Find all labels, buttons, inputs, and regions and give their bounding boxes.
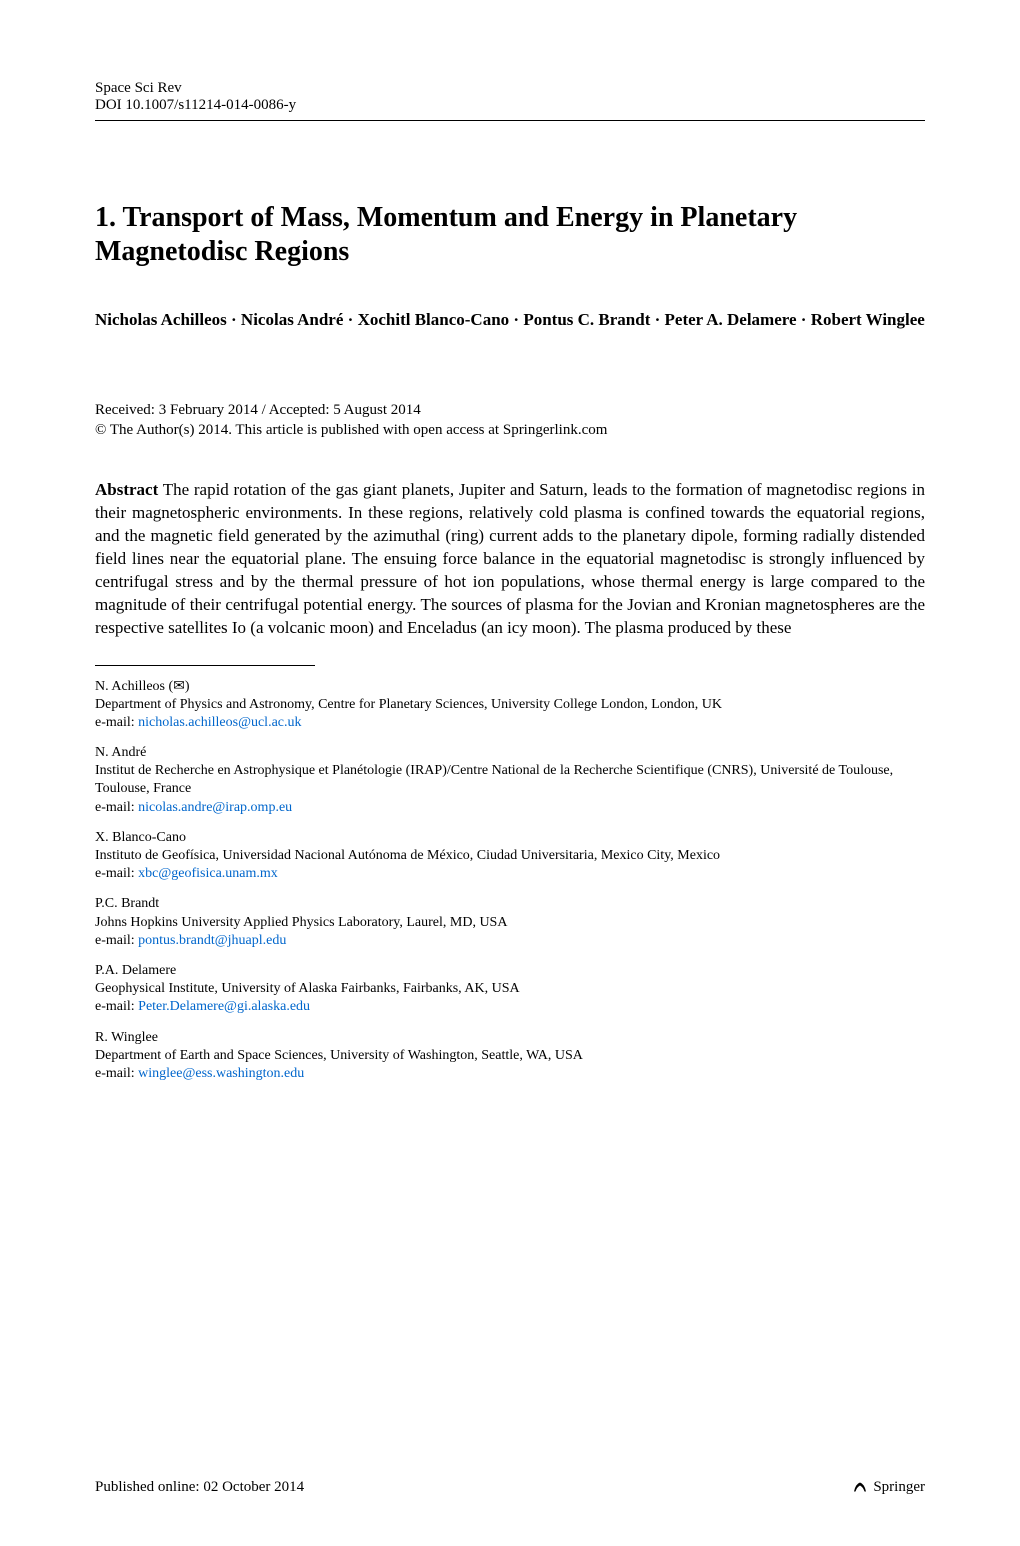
author-name-close: ) [185,679,190,694]
journal-name: Space Sci Rev [95,80,925,97]
email-label: e-mail: [95,1066,138,1081]
affiliation-brandt: P.C. Brandt Johns Hopkins University App… [95,895,925,950]
doi: DOI 10.1007/s11214-014-0086-y [95,97,925,114]
springer-horse-icon [851,1478,869,1496]
page-header: Space Sci Rev DOI 10.1007/s11214-014-008… [95,80,925,121]
copyright-line: © The Author(s) 2014. This article is pu… [95,422,925,439]
author-name: N. Achilleos ( [95,679,173,694]
affiliation-winglee: R. Winglee Department of Earth and Space… [95,1029,925,1084]
email-label: e-mail: [95,715,138,730]
email-label: e-mail: [95,933,138,948]
author-name: P.A. Delamere [95,963,176,978]
page-footer: Published online: 02 October 2014 Spring… [95,1478,925,1496]
affiliation-achilleos: N. Achilleos (✉) Department of Physics a… [95,678,925,733]
email-label: e-mail: [95,800,138,815]
received-accepted-dates: Received: 3 February 2014 / Accepted: 5 … [95,402,925,419]
email-link[interactable]: Peter.Delamere@gi.alaska.edu [138,999,310,1014]
email-label: e-mail: [95,999,138,1014]
email-label: e-mail: [95,866,138,881]
author-dept: Instituto de Geofísica, Universidad Naci… [95,848,720,863]
author-dept: Department of Earth and Space Sciences, … [95,1048,583,1063]
author-dept: Geophysical Institute, University of Ala… [95,981,520,996]
author-dept: Institut de Recherche en Astrophysique e… [95,763,893,796]
author-name: P.C. Brandt [95,896,159,911]
abstract-text: The rapid rotation of the gas giant plan… [95,480,925,637]
article-title: 1. Transport of Mass, Momentum and Energ… [95,201,925,268]
abstract-label: Abstract [95,480,158,499]
abstract: Abstract The rapid rotation of the gas g… [95,479,925,640]
email-link[interactable]: winglee@ess.washington.edu [138,1066,304,1081]
author-name: R. Winglee [95,1030,158,1045]
author-dept: Department of Physics and Astronomy, Cen… [95,697,722,712]
email-link[interactable]: nicolas.andre@irap.omp.eu [138,800,292,815]
email-link[interactable]: nicholas.achilleos@ucl.ac.uk [138,715,301,730]
authors-list: Nicholas Achilleos · Nicolas André · Xoc… [95,308,925,332]
springer-logo: Springer [851,1478,925,1496]
affiliation-delamere: P.A. Delamere Geophysical Institute, Uni… [95,962,925,1017]
email-link[interactable]: pontus.brandt@jhuapl.edu [138,933,286,948]
envelope-icon: ✉ [173,679,185,694]
author-dept: Johns Hopkins University Applied Physics… [95,915,507,930]
email-link[interactable]: xbc@geofisica.unam.mx [138,866,278,881]
affiliation-separator [95,665,315,666]
affiliation-blanco-cano: X. Blanco-Cano Instituto de Geofísica, U… [95,829,925,884]
affiliation-andre: N. André Institut de Recherche en Astrop… [95,744,925,817]
author-name: X. Blanco-Cano [95,830,186,845]
publisher-name: Springer [873,1479,925,1496]
author-name: N. André [95,745,146,760]
published-online: Published online: 02 October 2014 [95,1479,304,1496]
